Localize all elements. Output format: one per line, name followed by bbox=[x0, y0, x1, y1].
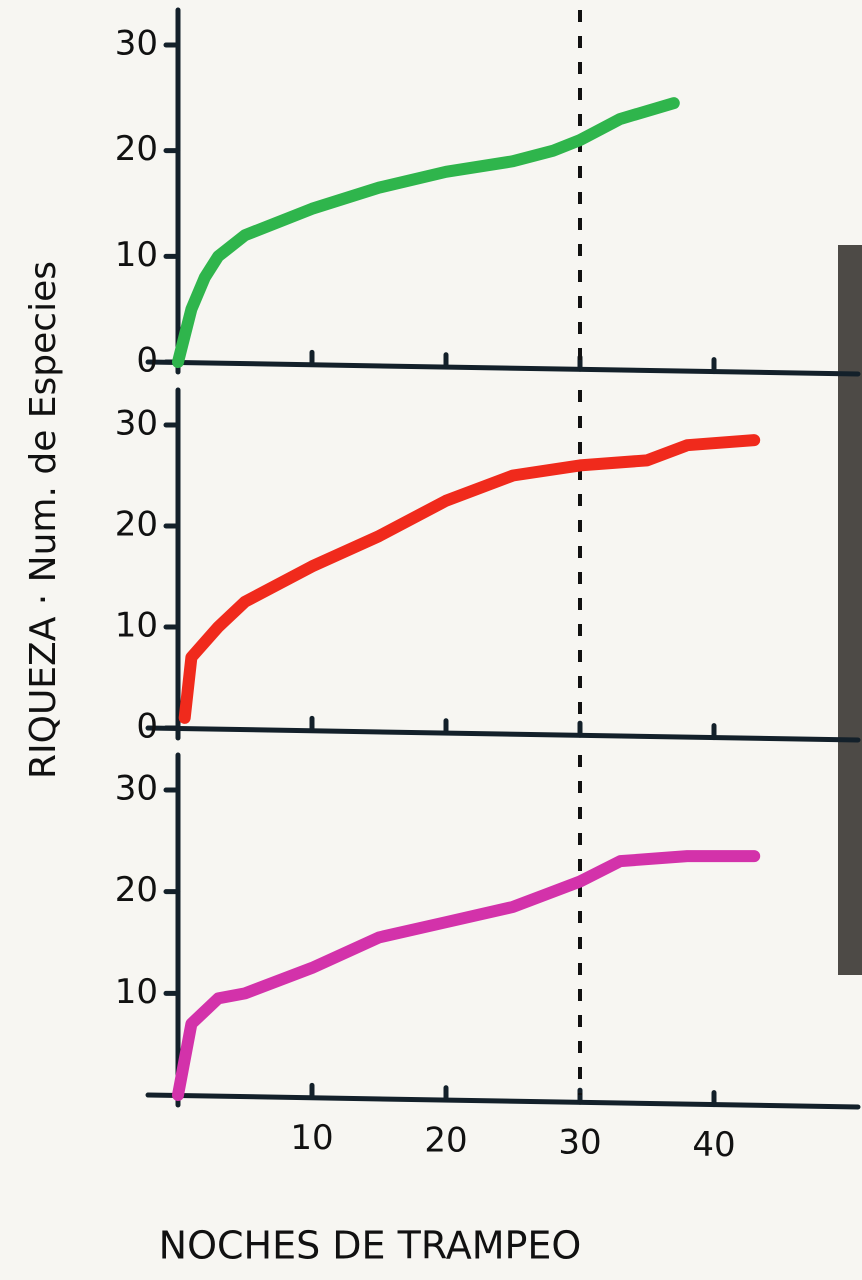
y-tick-label: 0 bbox=[136, 341, 158, 381]
y-tick-label: 30 bbox=[115, 24, 158, 64]
x-tick-label: 10 bbox=[290, 1118, 333, 1158]
x-tick-label: 40 bbox=[692, 1125, 735, 1165]
y-tick-label: 30 bbox=[115, 404, 158, 444]
y-tick-label: 20 bbox=[115, 129, 158, 169]
photo-edge bbox=[838, 245, 862, 975]
y-tick-label: 30 bbox=[115, 769, 158, 809]
y-tick-label: 20 bbox=[115, 870, 158, 910]
y-axis-label: RIQUEZA · Num. de Especies bbox=[23, 261, 64, 779]
chart: 0 10 20 30 0 10 20 30 RIQUEZA · Num. de Especies… bbox=[0, 0, 862, 1280]
x-axis-label: NOCHES DE TRAMPEO bbox=[159, 1224, 582, 1268]
y-tick-label: 10 bbox=[115, 606, 158, 646]
x-tick-label: 30 bbox=[558, 1123, 601, 1163]
y-tick-label: 10 bbox=[115, 235, 158, 275]
x-tick-label: 20 bbox=[424, 1120, 467, 1160]
y-tick-label: 0 bbox=[136, 707, 158, 747]
y-tick-label: 10 bbox=[115, 972, 158, 1012]
y-tick-label: 20 bbox=[115, 505, 158, 545]
